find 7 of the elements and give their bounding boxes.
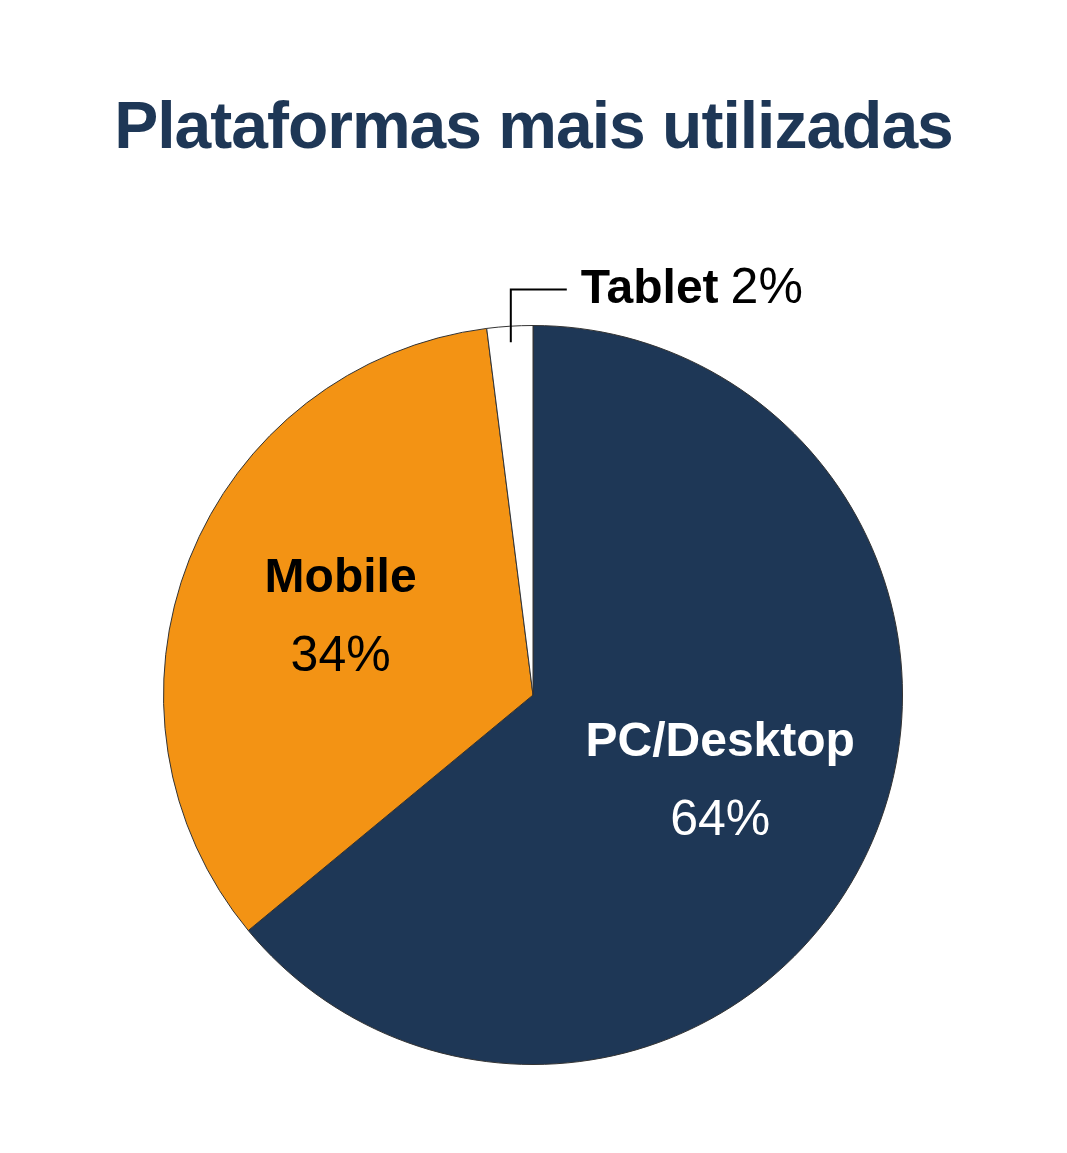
slice-label: Mobile xyxy=(264,549,417,603)
slice-label: Tablet xyxy=(580,259,719,313)
chart-title: Plataformas mais utilizadas xyxy=(113,87,954,164)
data-label: 34% xyxy=(290,625,391,682)
data-label: 64% xyxy=(670,789,771,846)
data-label: 2% xyxy=(730,258,803,315)
slice-label: PC/Desktop xyxy=(585,713,855,767)
